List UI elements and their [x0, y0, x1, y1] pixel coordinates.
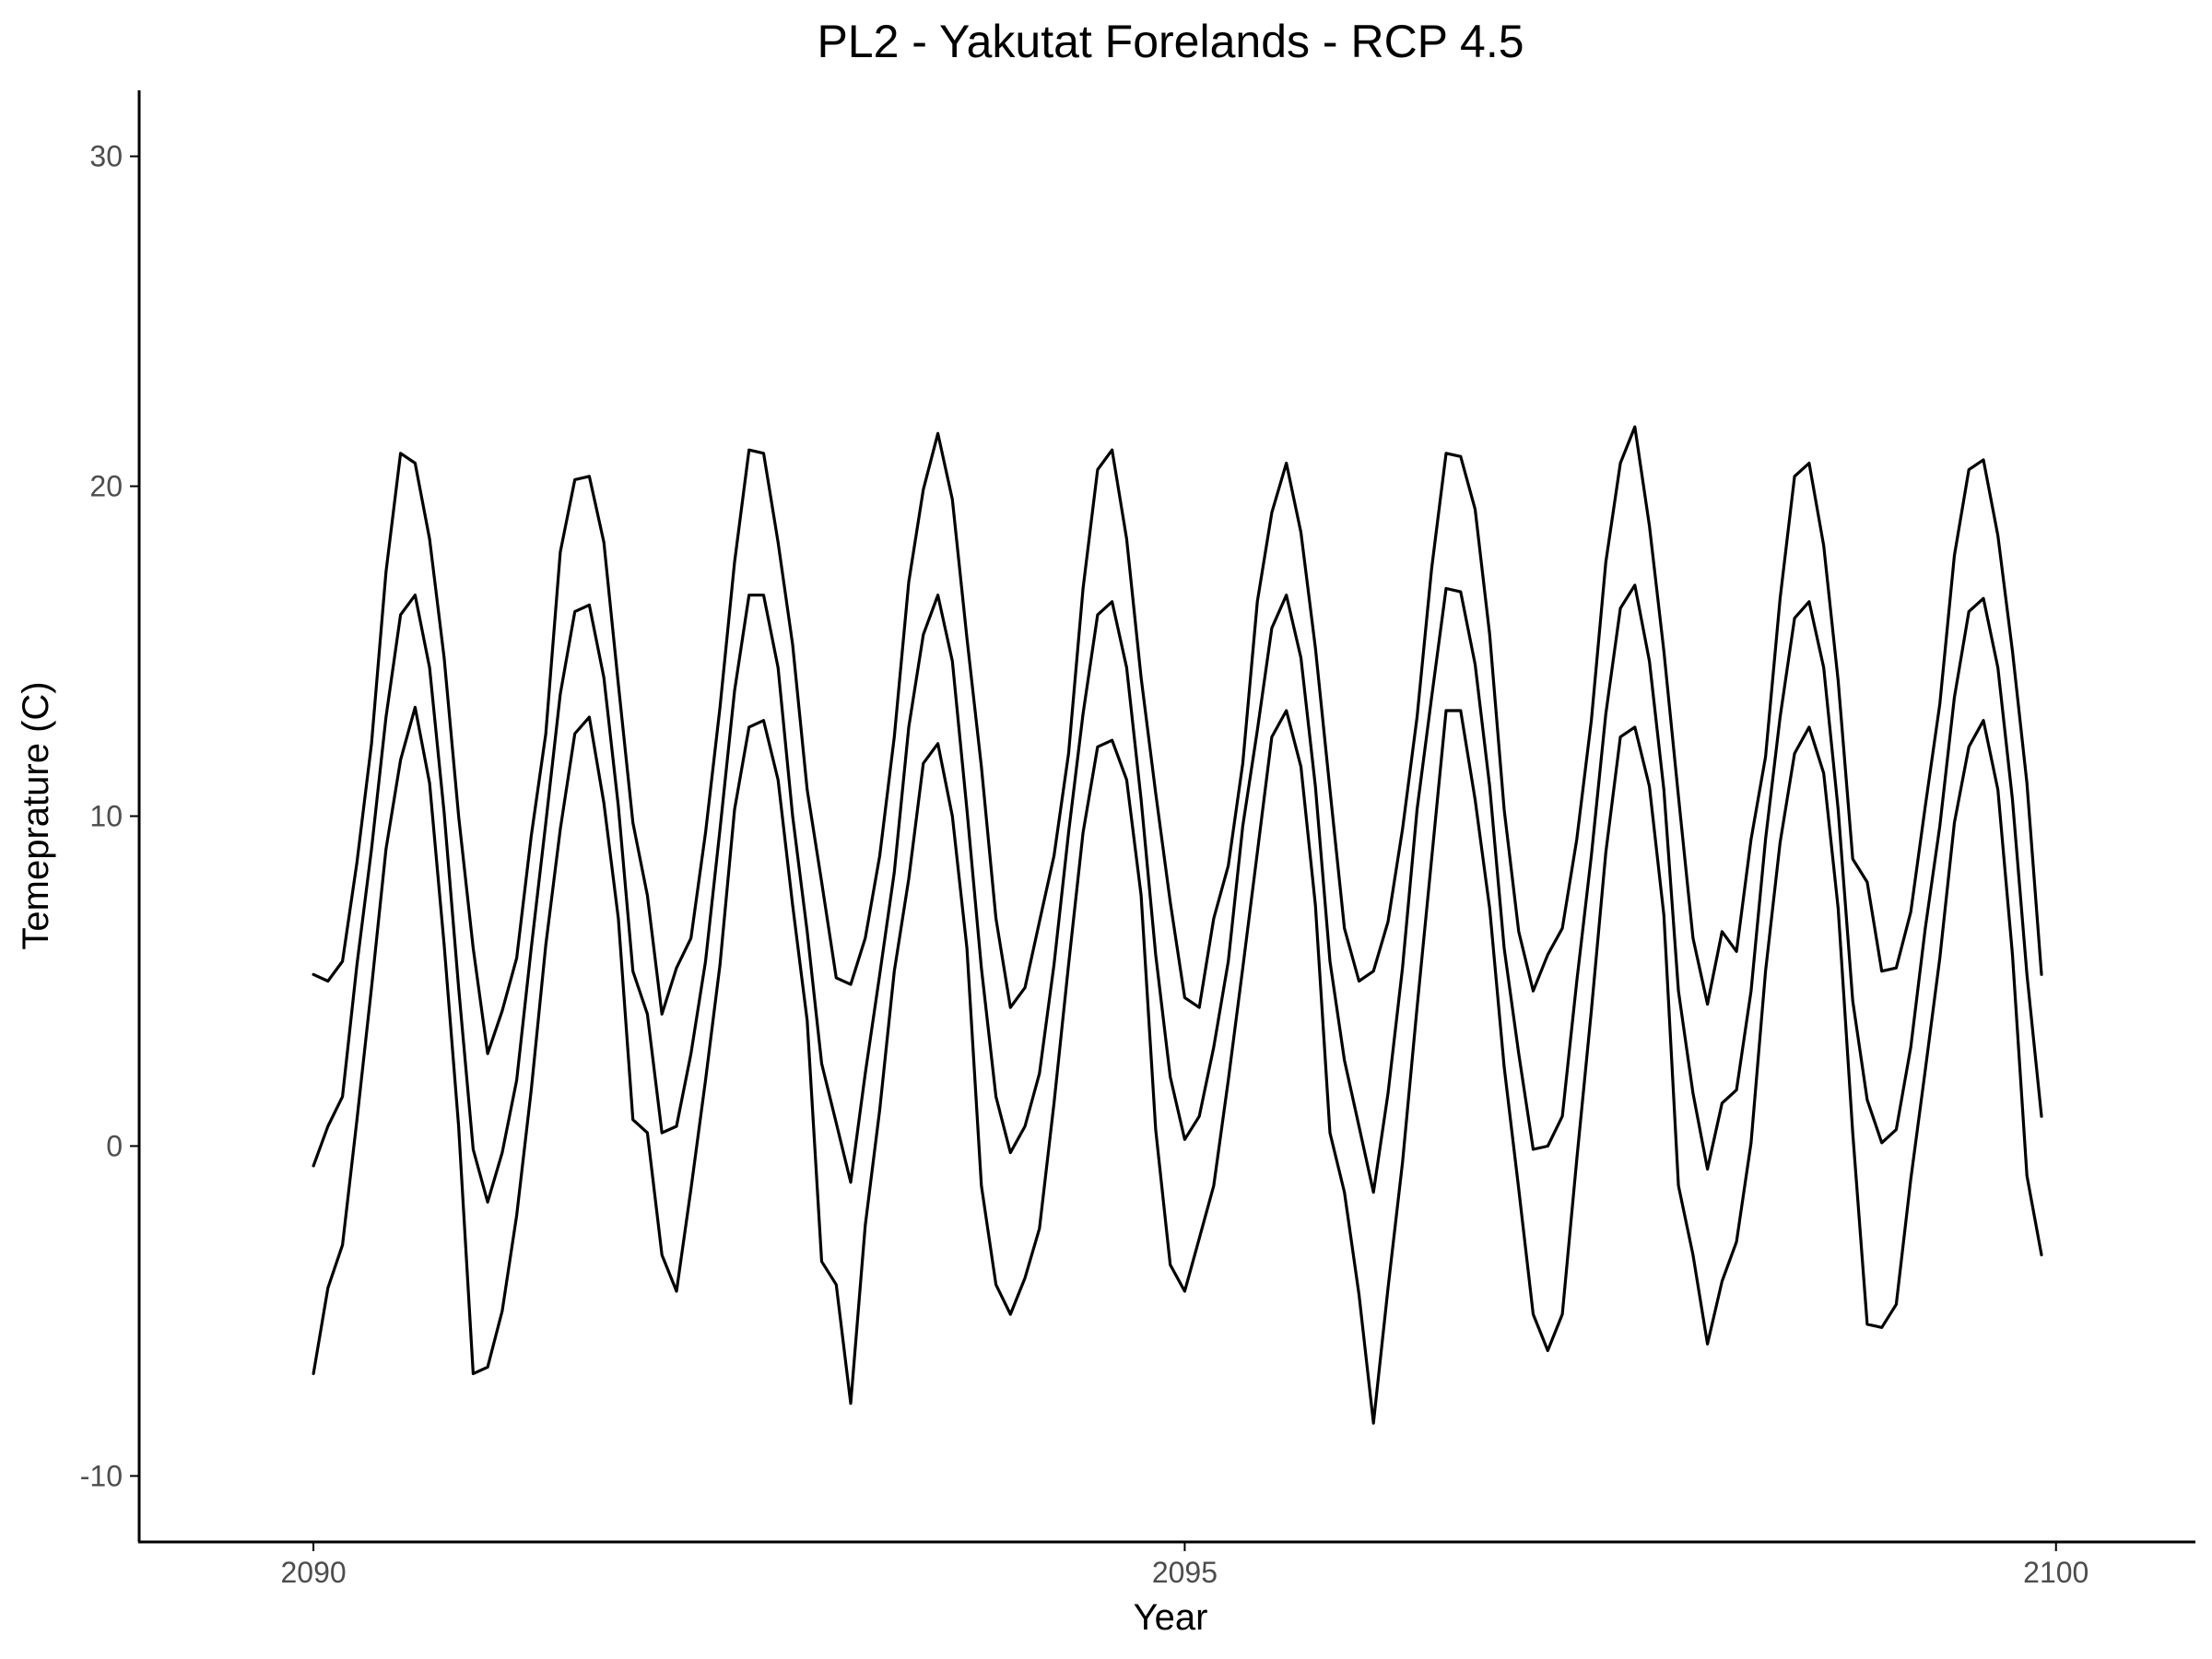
chart-title: PL2 - Yakutat Forelands - RCP 4.5 — [817, 16, 1524, 67]
y-axis-ticks: -10 0 10 20 30 — [80, 140, 139, 1492]
y-tick-label: -10 — [80, 1459, 123, 1492]
y-tick-label: 30 — [89, 140, 123, 173]
y-tick-label: 0 — [106, 1129, 123, 1162]
x-tick-label: 2095 — [1152, 1556, 1218, 1589]
series-line-3 — [312, 705, 2043, 1425]
x-axis-title: Year — [1134, 1597, 1208, 1638]
x-tick-label: 2090 — [280, 1556, 346, 1589]
y-tick-label: 10 — [89, 800, 123, 833]
y-axis-title: Temeprature (C) — [16, 681, 56, 949]
x-tick-label: 2100 — [2023, 1556, 2088, 1589]
x-axis-ticks: 2090 2095 2100 — [280, 1542, 2088, 1589]
series-line-2 — [312, 583, 2043, 1204]
plot-area — [312, 425, 2043, 1425]
series-line-1 — [312, 425, 2043, 1055]
y-tick-label: 20 — [89, 470, 123, 503]
